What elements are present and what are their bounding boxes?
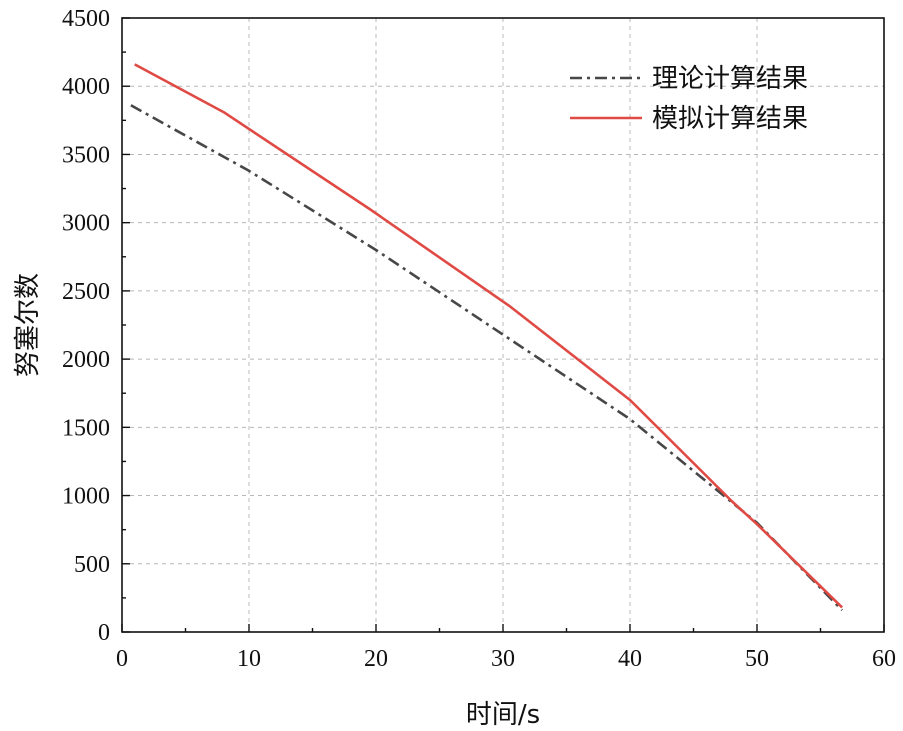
series-line-2: [134, 63, 844, 609]
x-tick-label: 30: [491, 646, 515, 672]
x-tick-label: 0: [116, 646, 128, 672]
series-layer: [130, 63, 844, 612]
grid: [122, 18, 884, 632]
y-tick-label: 3500: [62, 142, 110, 168]
x-tick-label: 60: [872, 646, 896, 672]
y-tick-label: 2500: [62, 279, 110, 305]
x-tick-label: 40: [618, 646, 642, 672]
y-tick-label: 0: [98, 620, 110, 646]
legend-label-2: 模拟计算结果: [652, 104, 808, 134]
y-tick-label: 1000: [62, 484, 110, 510]
x-axis-title: 时间/s: [466, 700, 540, 730]
ticks: [121, 17, 885, 633]
x-tick-label: 50: [745, 646, 769, 672]
y-tick-label: 3000: [62, 211, 110, 237]
tick-labels: 0 10 20 30 40 50 60 0 500 1000 1500 2000 2500 3000 350…: [62, 6, 896, 672]
legend-label-1: 理论计算结果: [652, 64, 808, 94]
y-tick-label: 500: [74, 552, 110, 578]
y-tick-label: 4000: [62, 74, 110, 100]
y-tick-label: 4500: [62, 6, 110, 32]
y-tick-label: 1500: [62, 415, 110, 441]
x-tick-label: 10: [237, 646, 261, 672]
x-tick-label: 20: [364, 646, 388, 672]
y-axis-title: 努塞尔数: [13, 273, 43, 377]
y-tick-label: 2000: [62, 347, 110, 373]
